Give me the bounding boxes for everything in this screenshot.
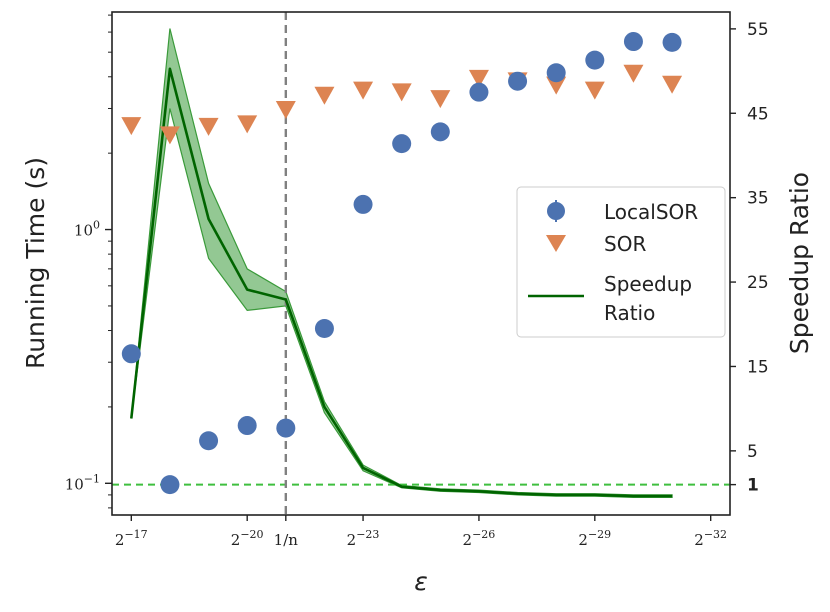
- legend-label-localsor: LocalSOR: [604, 200, 698, 224]
- sor-point: [623, 64, 644, 83]
- sor-point: [237, 115, 258, 134]
- sor-point: [468, 69, 489, 88]
- x-tick-label: 2−23: [347, 528, 380, 549]
- sor-point: [314, 86, 335, 105]
- sor-point: [584, 81, 605, 100]
- legend: LocalSOR SOR Speedup Ratio: [516, 186, 726, 338]
- marker-layer: [121, 32, 683, 495]
- localsor-point: [121, 344, 141, 364]
- sor-point: [353, 81, 374, 100]
- localsor-point: [662, 32, 682, 52]
- sor-point: [546, 76, 567, 95]
- x-tick-label: 2−17: [115, 528, 148, 549]
- x-tick-label: 2−32: [694, 528, 727, 549]
- sor-point: [275, 101, 296, 120]
- sor-point: [430, 90, 451, 109]
- plot-frame: [111, 11, 731, 516]
- x-tick-label: 1/n: [274, 531, 299, 549]
- localsor-point: [199, 431, 219, 451]
- localsor-point: [623, 32, 643, 52]
- localsor-point: [353, 194, 373, 214]
- legend-box: [516, 186, 726, 338]
- sor-point: [198, 117, 219, 136]
- left-y-tick-label: 10−1: [65, 472, 100, 493]
- speedup-line-layer: [130, 67, 673, 498]
- left-y-axis-title: Running Time (s): [21, 157, 50, 369]
- sor-point: [662, 75, 683, 94]
- right-y-tick-label: 25: [747, 273, 769, 293]
- localsor-point: [276, 418, 296, 438]
- localsor-point: [160, 475, 180, 495]
- sor-point: [121, 117, 142, 136]
- sor-point: [159, 126, 180, 145]
- localsor-point: [546, 63, 566, 83]
- right-y-axis-title: Speedup Ratio: [785, 172, 814, 354]
- localsor-point: [508, 71, 528, 91]
- localsor-point: [469, 82, 489, 102]
- speedup-ratio-line: [130, 67, 673, 498]
- localsor-point: [392, 134, 412, 154]
- right-y-tick-label: 45: [747, 104, 769, 124]
- right-y-tick-label: 1: [747, 476, 759, 496]
- x-tick-label: 2−20: [231, 528, 264, 549]
- left-y-ticks: 10−1 100: [65, 14, 112, 509]
- sor-point: [391, 83, 412, 102]
- legend-label-speedup-line1: Speedup: [604, 272, 692, 296]
- x-tick-label: 2−29: [578, 528, 611, 549]
- x-tick-label: 2−26: [463, 528, 496, 549]
- localsor-point: [314, 318, 334, 338]
- right-y-tick-label: 5: [747, 442, 758, 462]
- x-axis-title: ε: [414, 567, 428, 596]
- legend-marker-sor: [546, 235, 566, 252]
- localsor-point: [237, 416, 257, 436]
- right-y-tick-label: 15: [747, 357, 769, 377]
- localsor-point: [585, 50, 605, 70]
- legend-label-sor: SOR: [604, 232, 646, 256]
- legend-marker-localsor: [547, 202, 565, 220]
- x-ticks: 2−17 2−20 1/n 2−23 2−26 2−29 2−32: [115, 515, 727, 549]
- left-y-tick-label: 100: [74, 219, 100, 240]
- right-y-tick-label: 55: [747, 20, 769, 40]
- right-y-tick-label: 35: [747, 189, 769, 209]
- legend-label-speedup-line2: Ratio: [604, 301, 655, 325]
- localsor-point: [430, 122, 450, 142]
